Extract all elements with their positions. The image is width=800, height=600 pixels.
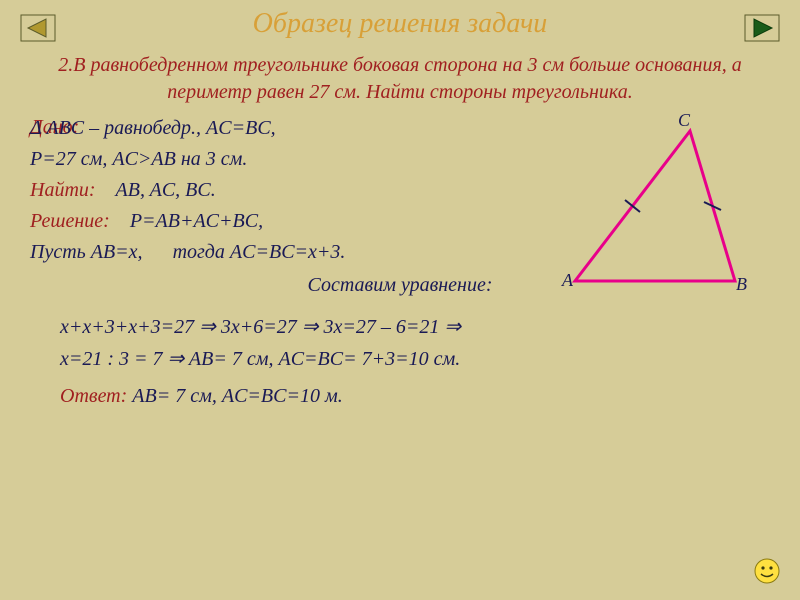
- triangle-figure: C A B: [560, 116, 750, 296]
- vertex-a-label: A: [562, 270, 573, 291]
- answer-text: AB= 7 см, AC=BC=10 м.: [132, 385, 342, 407]
- solution-eq-p: P=AB+AC+BC,: [130, 210, 263, 232]
- arrow-left-icon: [20, 14, 56, 42]
- next-slide-button[interactable]: [744, 14, 780, 42]
- content-area: C A B Дано: Δ ABC – равнобедр., AC=BC, P…: [30, 116, 770, 408]
- find-text: AB, AC, BC.: [116, 179, 216, 201]
- solution-label: Решение:: [30, 210, 110, 232]
- equation-2: x=21 : 3 = 7 ⇒ AB= 7 см, AC=BC= 7+3=10 с…: [60, 343, 770, 375]
- let-part: Пусть AB=x,: [30, 241, 143, 263]
- smiley-icon: [754, 558, 780, 584]
- problem-statement: 2.В равнобедренном треугольнике боковая …: [50, 52, 750, 106]
- prev-slide-button[interactable]: [20, 14, 56, 42]
- equation-1: x+x+3+x+3=27 ⇒ 3x+6=27 ⇒ 3x=27 – 6=21 ⇒: [60, 311, 770, 343]
- page-title: Образец решения задачи: [0, 0, 800, 40]
- arrow-right-icon: [744, 14, 780, 42]
- vertex-b-label: B: [736, 274, 747, 295]
- find-label: Найти:: [30, 179, 96, 201]
- vertex-c-label: C: [678, 110, 690, 131]
- equation-block: x+x+3+x+3=27 ⇒ 3x+6=27 ⇒ 3x=27 – 6=21 ⇒ …: [60, 311, 770, 375]
- then-part: тогда AC=BC=x+3.: [173, 241, 346, 263]
- answer-label: Ответ:: [60, 385, 127, 407]
- answer-block: Ответ: AB= 7 см, AC=BC=10 м.: [60, 385, 770, 408]
